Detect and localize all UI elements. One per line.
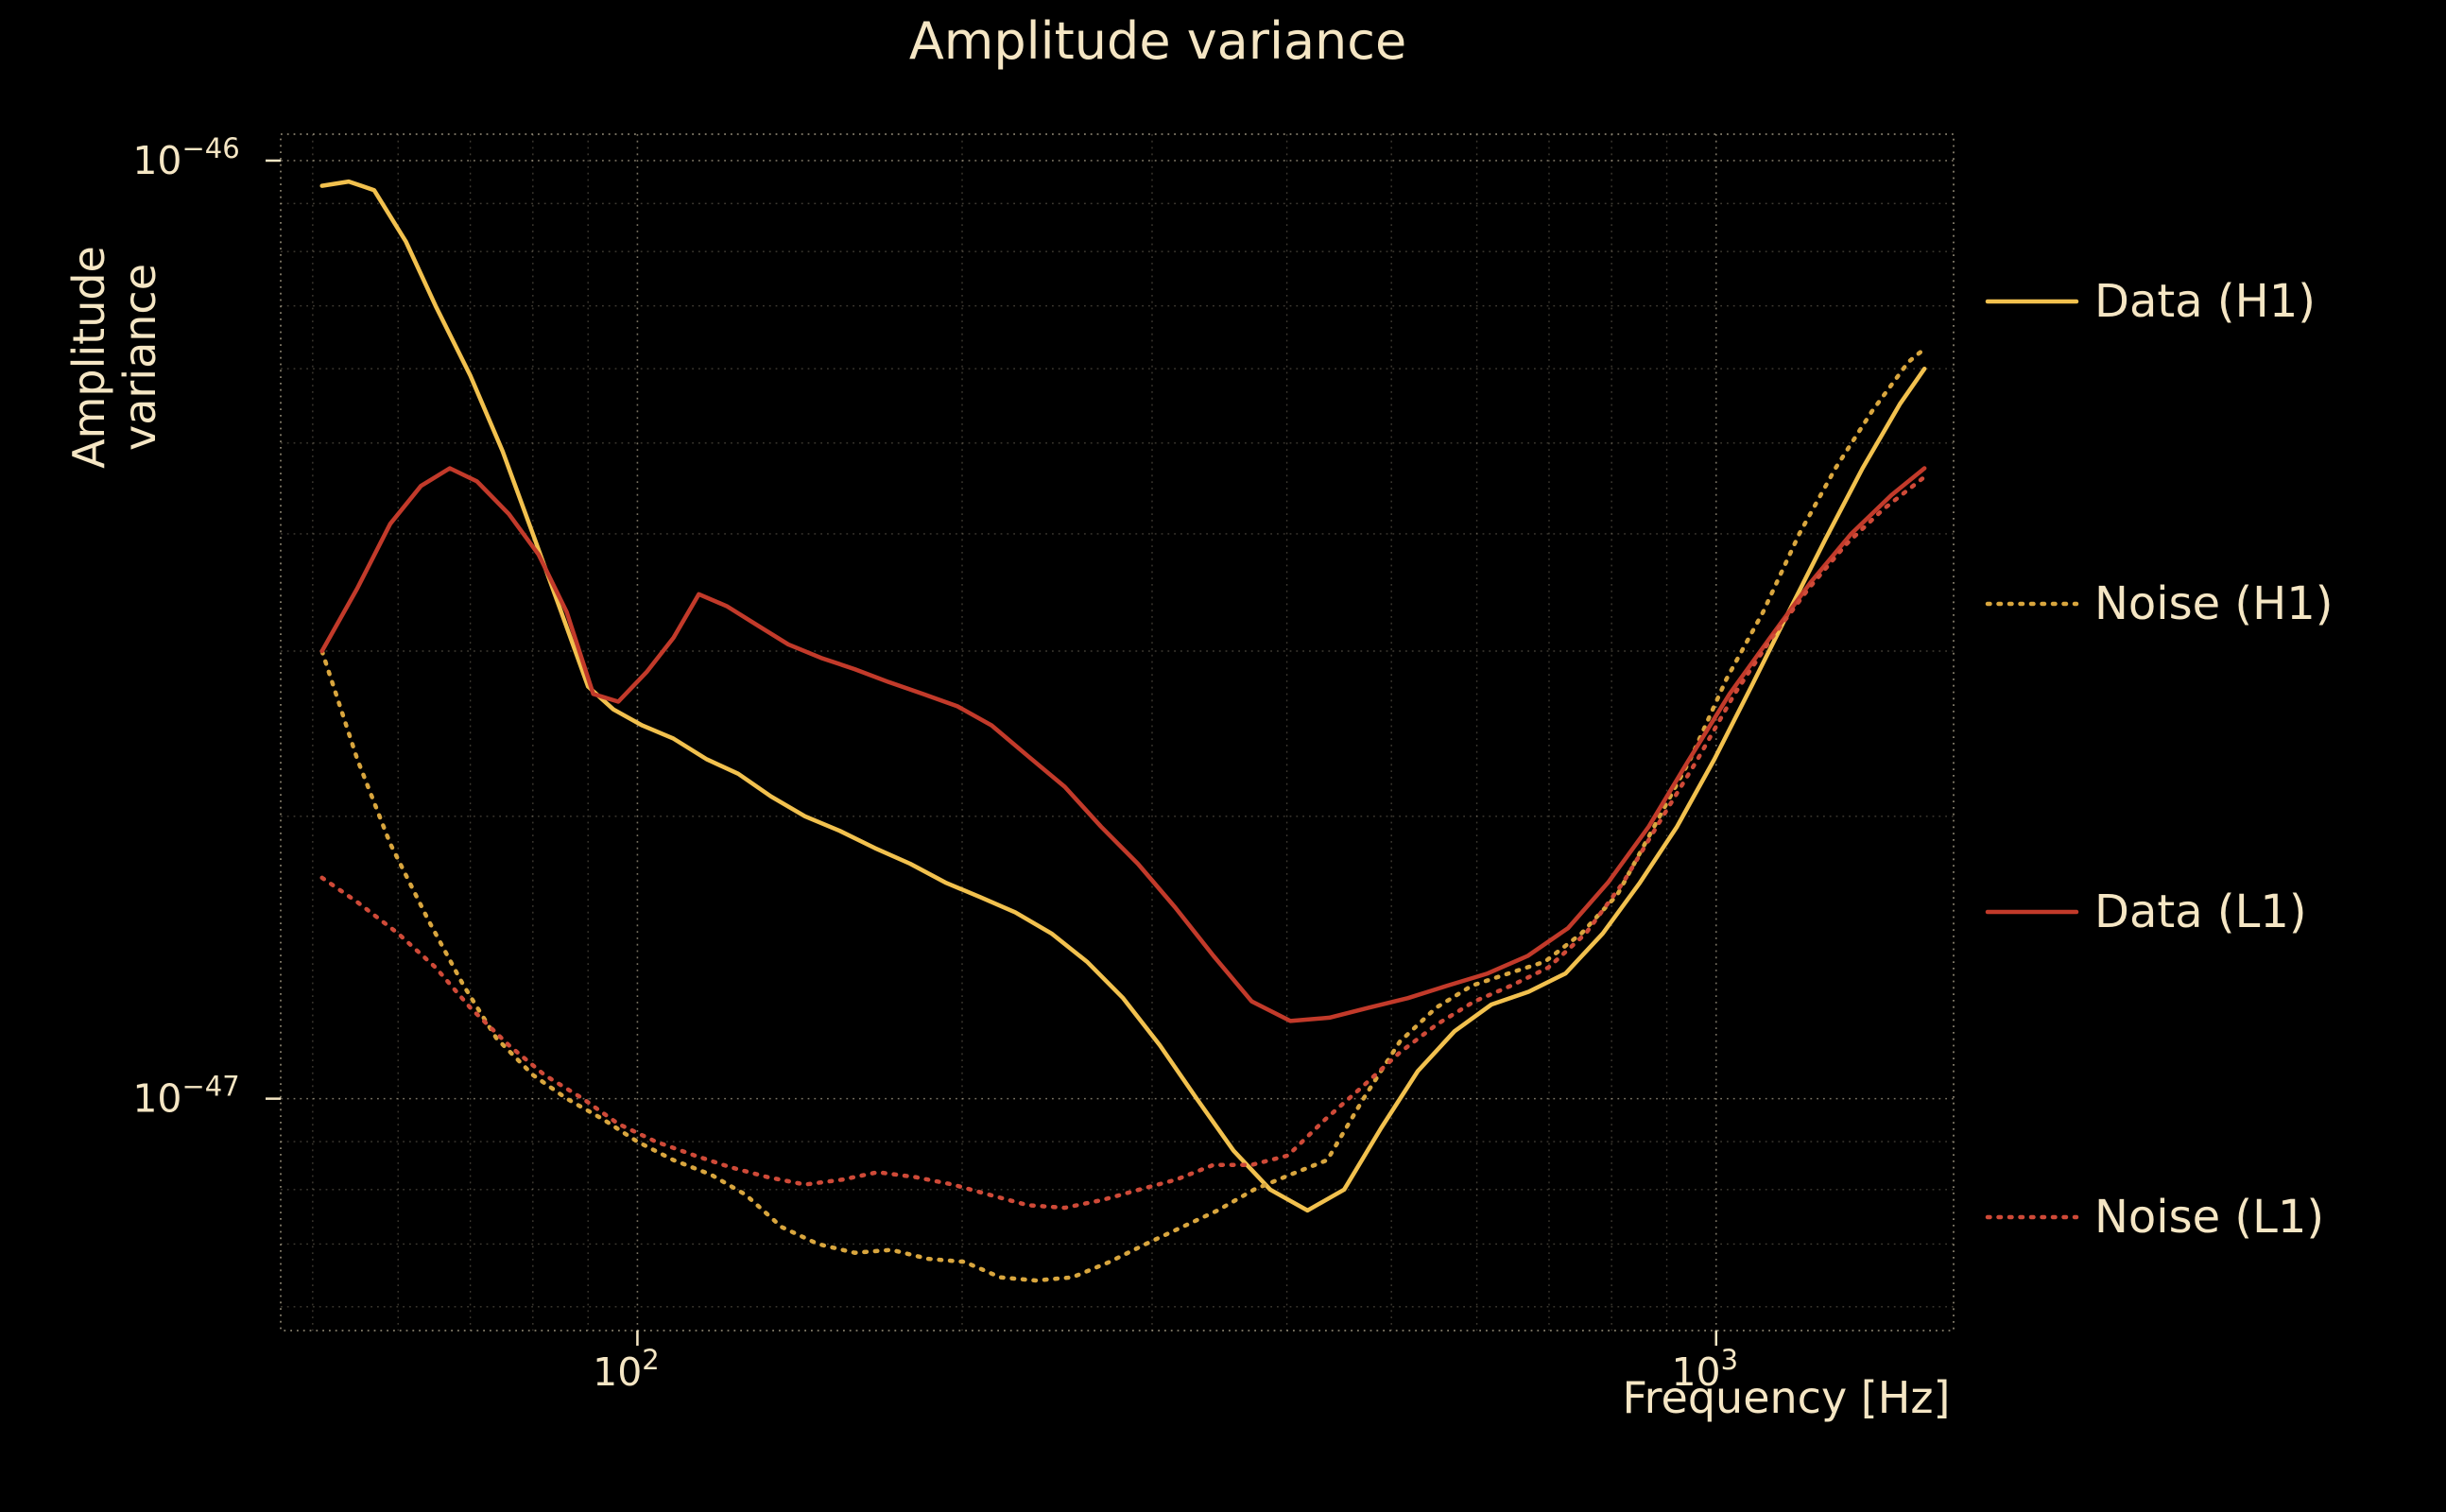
legend-line-sample-data-h1 bbox=[1985, 299, 2079, 304]
series-line-noise-h1 bbox=[319, 346, 1927, 1283]
legend-item-noise-l1: Noise (L1) bbox=[1985, 1189, 2324, 1246]
series-line-noise-l1 bbox=[319, 474, 1927, 1211]
legend-line-sample-noise-l1 bbox=[1985, 1214, 2079, 1220]
x-tick-label: 102 bbox=[593, 1344, 660, 1395]
series-line-data-h1 bbox=[319, 179, 1927, 1213]
legend-label-data-h1: Data (H1) bbox=[2094, 275, 2316, 328]
x-axis-label: Frequency [Hz] bbox=[1622, 1372, 1951, 1423]
plot-frame bbox=[280, 133, 1955, 1332]
legend-label-data-l1: Data (L1) bbox=[2094, 885, 2307, 938]
y-tick-label: 10−47 bbox=[132, 1071, 239, 1122]
legend-label-noise-h1: Noise (H1) bbox=[2094, 577, 2334, 630]
x-tick-label: 103 bbox=[1671, 1344, 1738, 1395]
legend-line-sample-noise-h1 bbox=[1985, 601, 2079, 607]
chart-title: Amplitude variance bbox=[908, 11, 1407, 71]
legend-item-data-h1: Data (H1) bbox=[1985, 273, 2316, 330]
y-tick-label: 10−46 bbox=[132, 132, 239, 183]
legend-item-data-l1: Data (L1) bbox=[1985, 884, 2307, 940]
legend-item-noise-h1: Noise (H1) bbox=[1985, 576, 2334, 632]
legend-line-sample-data-l1 bbox=[1985, 909, 2079, 915]
series-line-data-l1 bbox=[319, 466, 1927, 1023]
legend-label-noise-l1: Noise (L1) bbox=[2094, 1191, 2325, 1244]
